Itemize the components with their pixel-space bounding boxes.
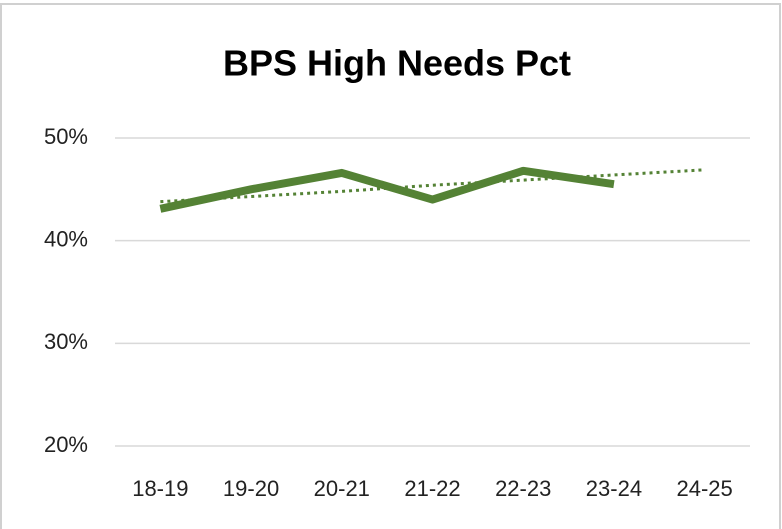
y-tick-label: 50% [44,124,88,149]
x-tick-label: 19-20 [223,476,279,501]
x-tick-label: 24-25 [677,476,733,501]
y-tick-label: 40% [44,226,88,251]
y-tick-label: 30% [44,329,88,354]
x-tick-label: 21-22 [404,476,460,501]
data-line [159,166,615,213]
x-tick-label: 18-19 [132,476,188,501]
chart-title: BPS High Needs Pct [223,43,571,84]
x-tick-label: 23-24 [586,476,642,501]
y-tick-label: 20% [44,432,88,457]
chart-frame [0,3,781,529]
x-tick-label: 20-21 [314,476,370,501]
x-tick-label: 22-23 [495,476,551,501]
